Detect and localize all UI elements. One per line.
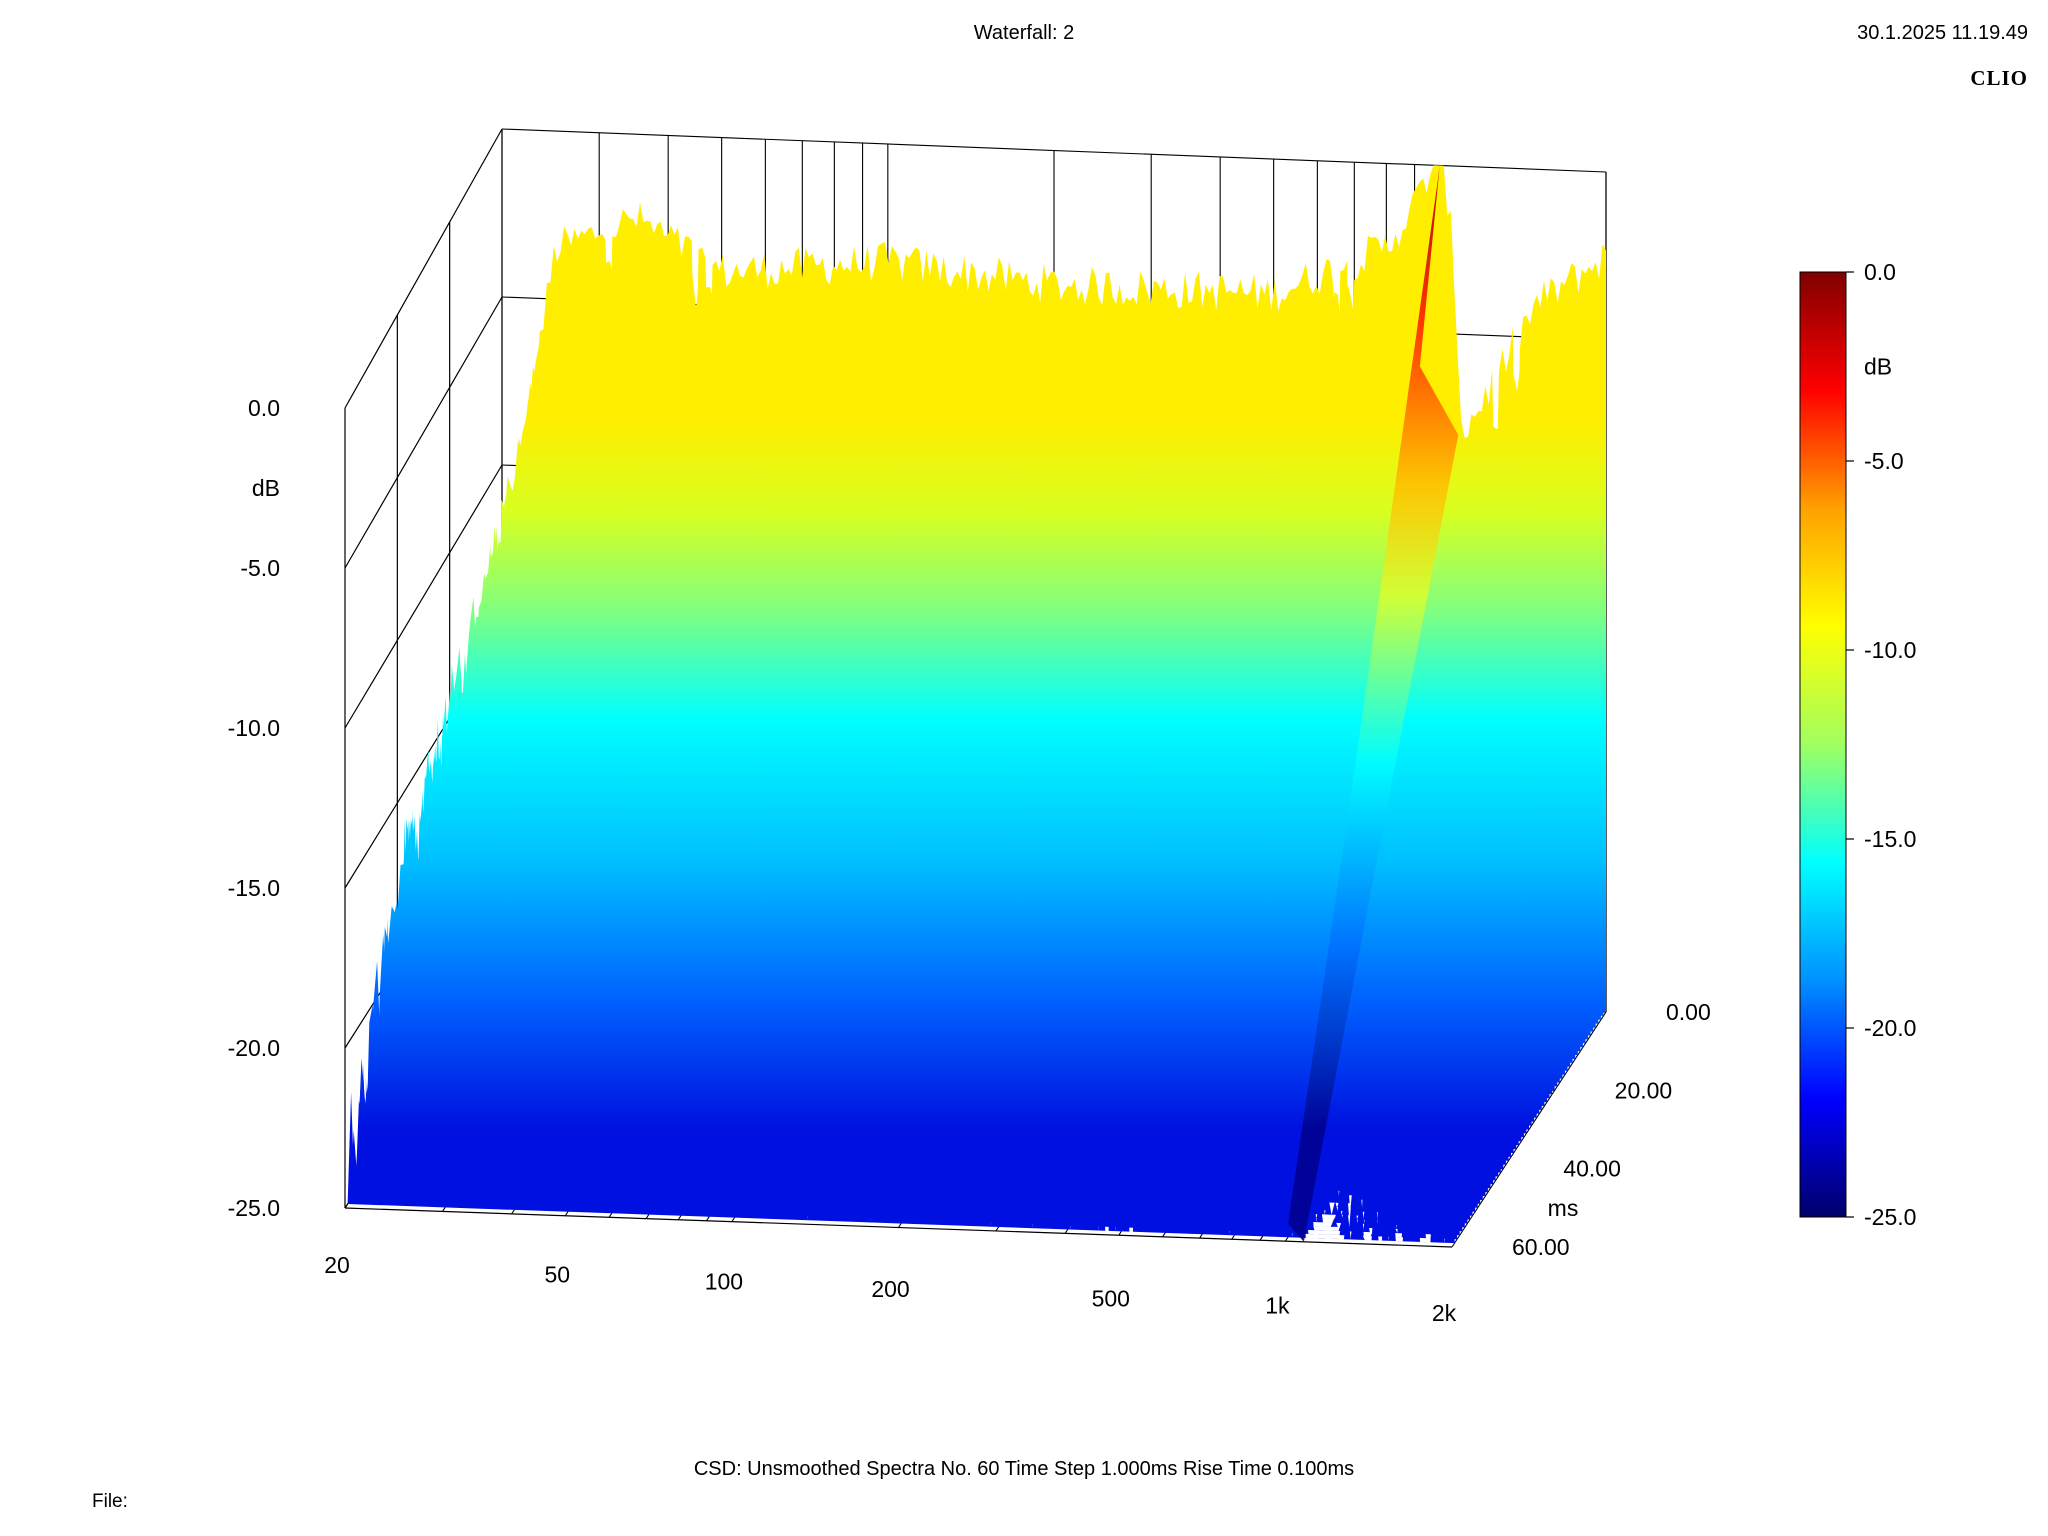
measurement-info: CSD: Unsmoothed Spectra No. 60 Time Step… — [693, 1458, 1355, 1480]
colorbar-tick-label: 0.0 — [1864, 259, 1896, 285]
z-tick-label: 0.00 — [1666, 999, 1711, 1025]
y-tick-label: -10.0 — [228, 715, 280, 741]
waterfall-surface — [347, 165, 1606, 1244]
timestamp: 30.1.2025 11.19.49 — [1857, 22, 2028, 44]
z-axis-label: ms — [1548, 1195, 1579, 1221]
y-tick-label: -15.0 — [228, 875, 280, 901]
colorbar-tick-label: -20.0 — [1864, 1015, 1916, 1041]
x-tick-label: 2k — [1432, 1300, 1457, 1326]
colorbar-tick-label: -25.0 — [1864, 1204, 1916, 1230]
y-tick-label: 0.0 — [248, 395, 280, 421]
y-tick-label: -25.0 — [228, 1195, 280, 1221]
colorbar-tick-label: -5.0 — [1864, 448, 1904, 474]
colorbar-labels: 0.0 -5.0 -10.0 -15.0 -20.0 -25.0 dB — [1846, 259, 1916, 1230]
x-tick-label: 500 — [1092, 1285, 1130, 1311]
colorbar-gradient — [1799, 271, 1847, 1218]
x-tick-label: 100 — [705, 1269, 743, 1295]
colorbar-label: dB — [1864, 354, 1892, 380]
axis-labels: 20 50 100 200 500 1k 2k 0.0 -5.0 -10.0 -15.0 -20.0 -… — [228, 395, 1711, 1326]
brand-logo: CLIO — [1970, 66, 2028, 90]
colorbar-tick-label: -15.0 — [1864, 826, 1916, 852]
z-tick-label: 20.00 — [1615, 1077, 1673, 1103]
y-tick-label: -20.0 — [228, 1035, 280, 1061]
x-tick-label: 20 — [324, 1252, 350, 1278]
z-tick-label: 60.00 — [1512, 1234, 1570, 1260]
y-axis-label: dB — [252, 475, 280, 501]
resonance-ridge — [1288, 165, 1459, 1242]
y-tick-label: -5.0 — [240, 555, 280, 581]
colorbar-tick-label: -10.0 — [1864, 637, 1916, 663]
spectrum-slice — [347, 815, 1455, 1244]
chart-title: Waterfall: 2 — [973, 22, 1075, 44]
colorbar — [1799, 271, 1847, 1218]
x-tick-label: 1k — [1265, 1293, 1290, 1319]
z-tick-label: 40.00 — [1563, 1156, 1621, 1182]
file-label: File: — [92, 1491, 128, 1512]
x-tick-label: 200 — [871, 1276, 909, 1302]
x-tick-label: 50 — [544, 1261, 570, 1287]
